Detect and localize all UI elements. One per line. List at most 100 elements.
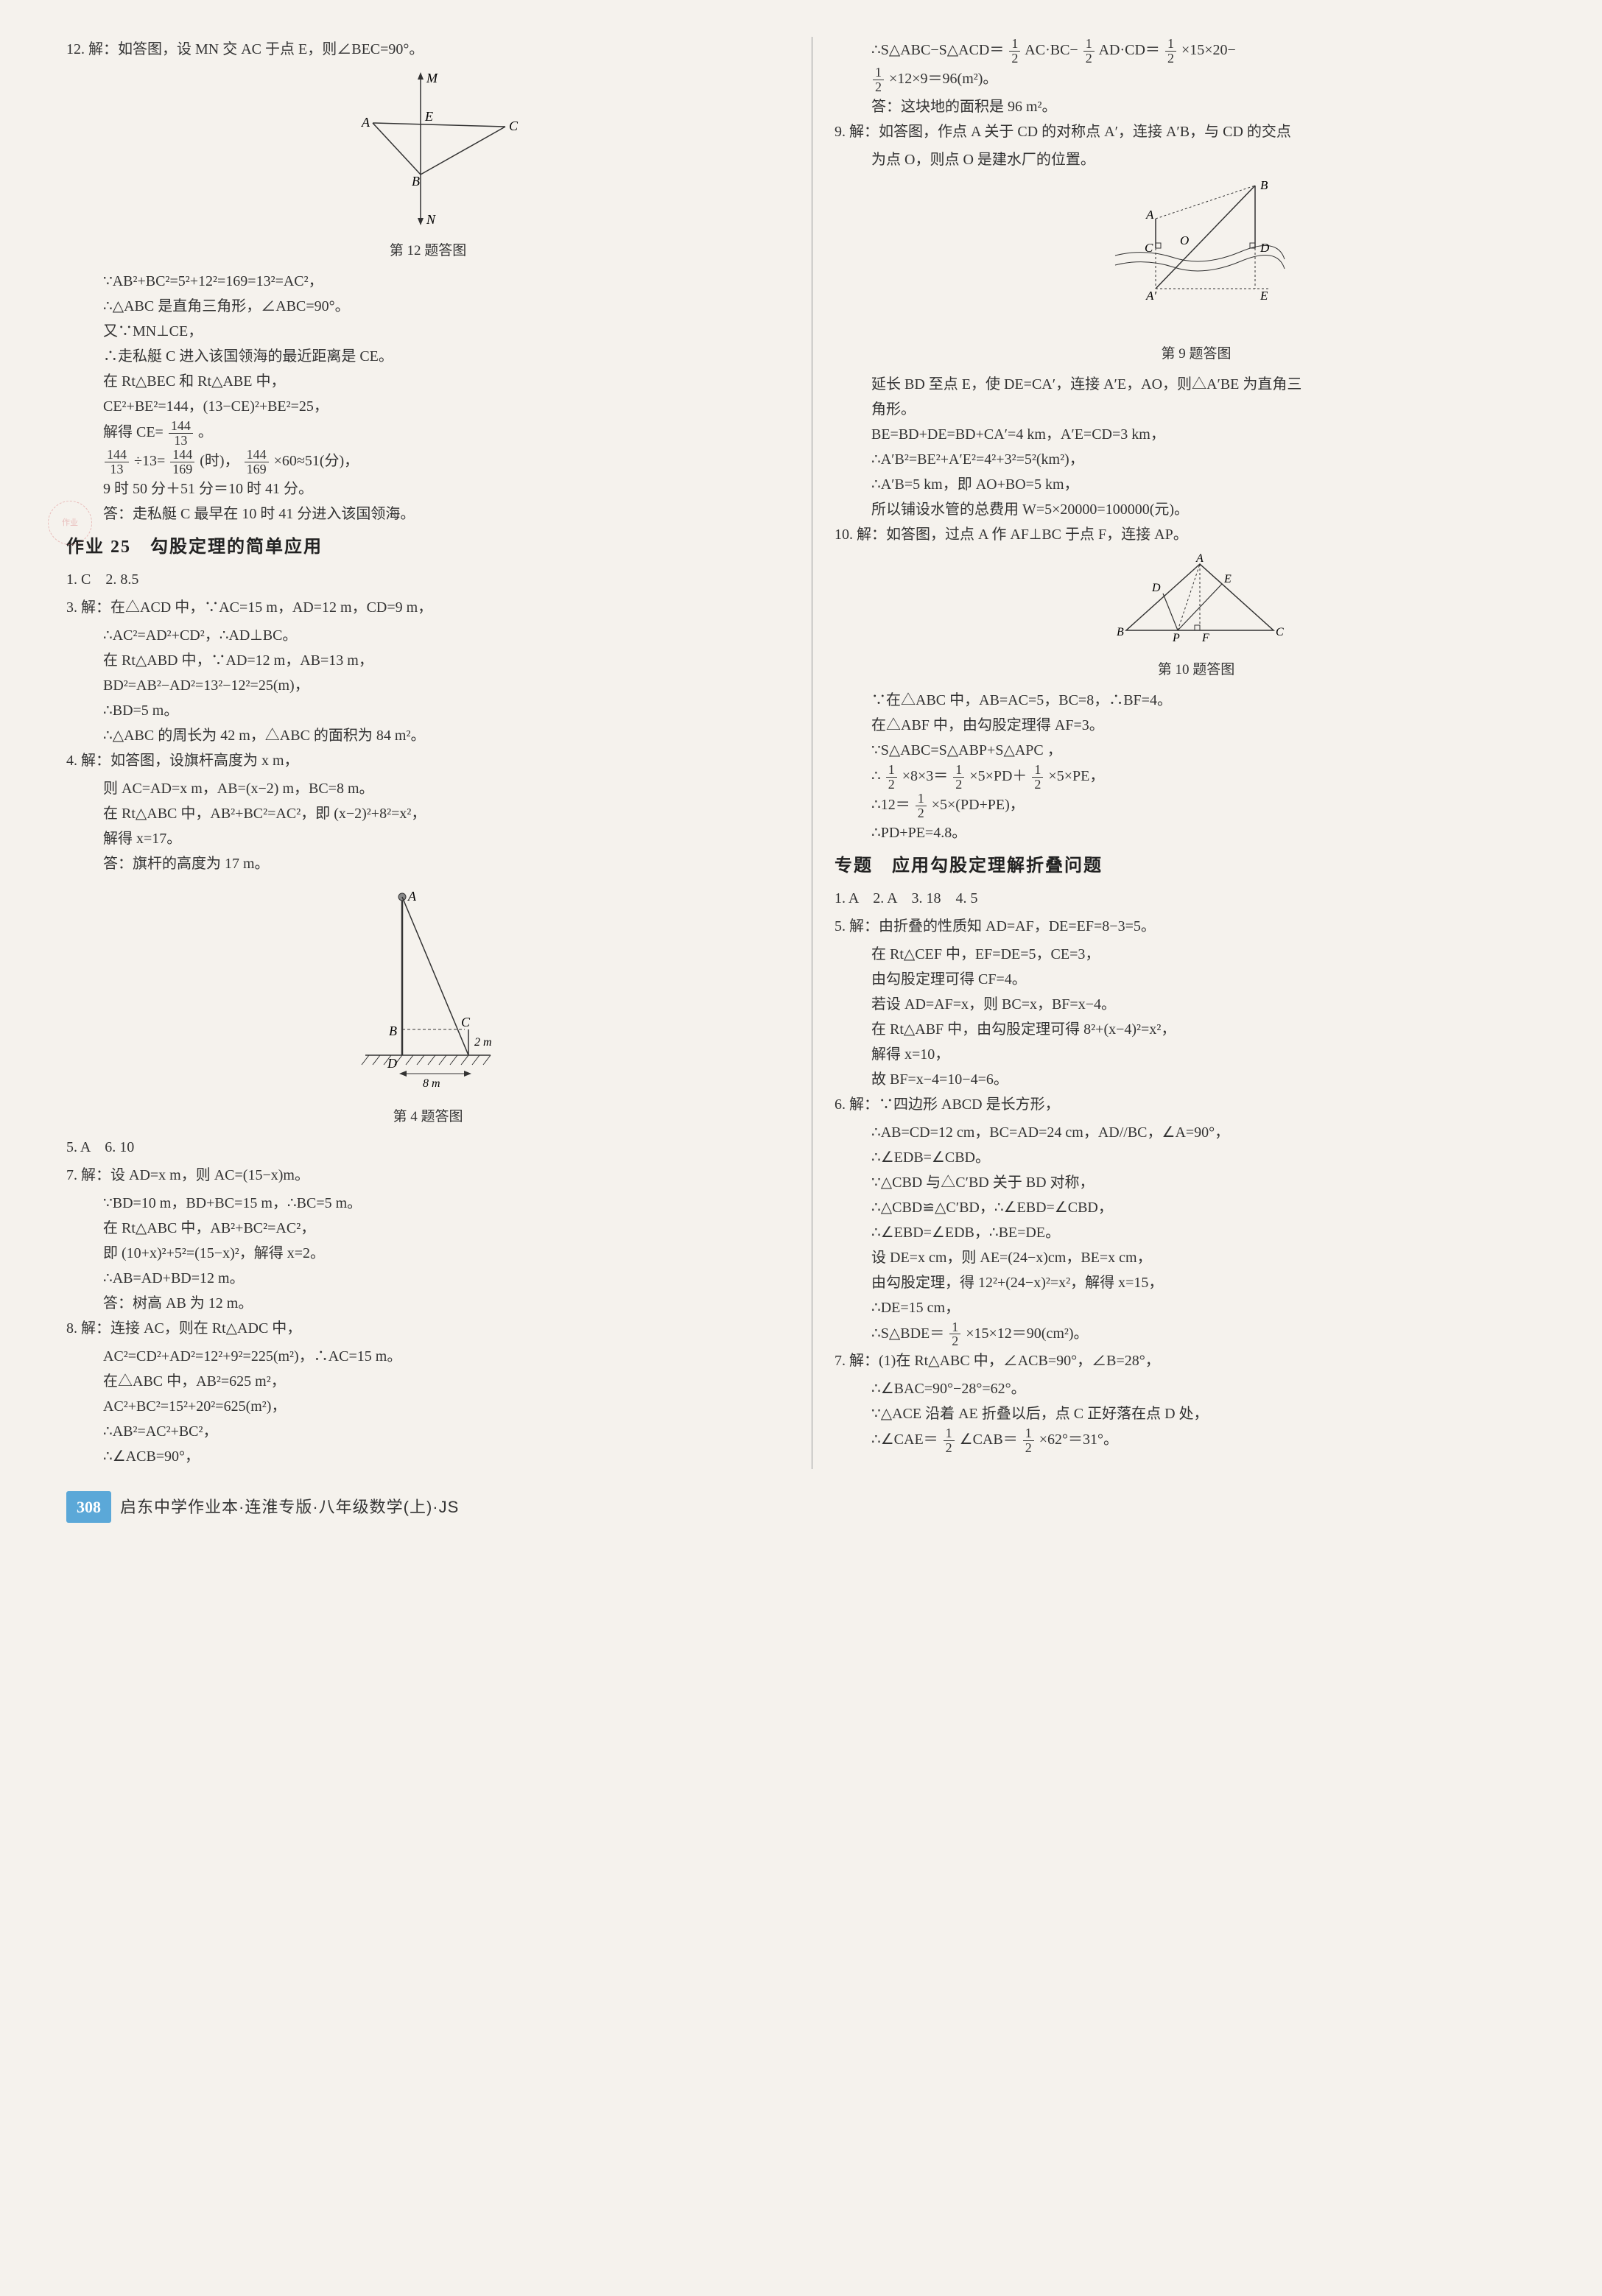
- heading-25: 作业 25 勾股定理的简单应用: [66, 532, 790, 563]
- t7-0: 7. 解：(1)在 Rt△ABC 中，∠ACB=90°，∠B=28°，: [835, 1348, 1558, 1373]
- t1: 1. A 2. A 3. 18 4. 5: [835, 886, 1558, 911]
- watermark-stamp: 作业: [48, 501, 92, 545]
- p12-ce-text: 解得 CE=: [103, 424, 164, 440]
- p10t1-0: ∵在△ABC 中，AB=AC=5，BC=8，∴BF=4。: [835, 688, 1558, 713]
- p12-line-2: 又∵MN⊥CE，: [66, 319, 790, 344]
- p8-5: ∴∠ACB=90°，: [66, 1444, 790, 1469]
- fig9-A: A: [1145, 208, 1154, 222]
- p7-0: 7. 解：设 AD=x m，则 AC=(15−x)m。: [66, 1163, 790, 1188]
- fig4-C: C: [461, 1015, 471, 1029]
- p4-3: 解得 x=17。: [66, 826, 790, 851]
- p7-3: 即 (10+x)²+5²=(15−x)²，解得 x=2。: [66, 1241, 790, 1266]
- fig4-caption: 第 4 题答图: [66, 1105, 790, 1129]
- p12-intro: 12. 解：如答图，设 MN 交 AC 于点 E，则∠BEC=90°。: [66, 37, 790, 62]
- p10-eq2: ∴12＝ 12 ×5×(PD+PE)，: [835, 792, 1558, 820]
- p7-2: 在 Rt△ABC 中，AB²+BC²=AC²，: [66, 1216, 790, 1241]
- footer-text: 启东中学作业本·连淮专版·八年级数学(上)·JS: [120, 1493, 459, 1521]
- t6-5: ∴∠EBD=∠EDB，∴BE=DE。: [835, 1220, 1558, 1245]
- t6-2: ∴∠EDB=∠CBD。: [835, 1145, 1558, 1170]
- p8-4: ∴AB²=AC²+BC²，: [66, 1419, 790, 1444]
- p8cont-ans: 答：这块地的面积是 96 m²。: [835, 94, 1558, 119]
- p4-0: 4. 解：如答图，设旗杆高度为 x m，: [66, 748, 790, 773]
- t5-0: 5. 解：由折叠的性质知 AD=AF，DE=EF=8−3=5。: [835, 914, 1558, 939]
- p12-line-5: CE²+BE²=144，(13−CE)²+BE²=25，: [66, 394, 790, 419]
- left-column: 12. 解：如答图，设 MN 交 AC 于点 E，则∠BEC=90°。 A B …: [66, 37, 790, 1469]
- page-footer: 308 启东中学作业本·连淮专版·八年级数学(上)·JS: [66, 1491, 1558, 1523]
- p10t2: ∴PD+PE=4.8。: [835, 820, 1558, 845]
- p7-4: ∴AB=AD+BD=12 m。: [66, 1266, 790, 1291]
- t6-6: 设 DE=x cm，则 AE=(24−x)cm，BE=x cm，: [835, 1245, 1558, 1270]
- fig12-caption: 第 12 题答图: [66, 239, 790, 263]
- p9t-5: 所以铺设水管的总费用 W=5×20000=100000(元)。: [835, 497, 1558, 522]
- p4-2: 在 Rt△ABC 中，AB²+BC²=AC²，即 (x−2)²+8²=x²，: [66, 801, 790, 826]
- fig9-E: E: [1260, 289, 1268, 303]
- t6-1: ∴AB=CD=12 cm，BC=AD=24 cm，AD//BC，∠A=90°，: [835, 1120, 1558, 1145]
- fig12-C: C: [509, 119, 519, 133]
- p12-tail-0: 9 时 50 分＋51 分＝10 时 41 分。: [66, 476, 790, 501]
- right-column: ∴S△ABC−S△ACD＝ 12 AC·BC− 12 AD·CD＝ 12 ×15…: [835, 37, 1558, 1469]
- t7-2: ∵△ACE 沿着 AE 折叠以后，点 C 正好落在点 D 处，: [835, 1401, 1558, 1426]
- p4-4: 答：旗杆的高度为 17 m。: [66, 851, 790, 876]
- heading-topic: 专题 应用勾股定理解折叠问题: [835, 851, 1558, 881]
- fig9-Ap: A′: [1145, 289, 1156, 303]
- fig12-N: N: [426, 212, 436, 227]
- p10t1-2: ∵S△ABC=S△ABP+S△APC ，: [835, 738, 1558, 763]
- fig10-caption: 第 10 题答图: [835, 658, 1558, 682]
- t6-7: 由勾股定理，得 12²+(24−x)²=x²，解得 x=15，: [835, 1270, 1558, 1295]
- fig12: A B C E M N 第 12 题答图: [66, 68, 790, 263]
- p3-0: 3. 解：在△ACD 中，∵AC=15 m，AD=12 m，CD=9 m，: [66, 595, 790, 620]
- fig9-caption: 第 9 题答图: [835, 342, 1558, 366]
- p9t-2: BE=BD+DE=BD+CA′=4 km，A′E=CD=3 km，: [835, 422, 1558, 447]
- p1: 1. C 2. 8.5: [66, 567, 790, 592]
- p9-1: 为点 O，则点 O 是建水厂的位置。: [835, 147, 1558, 172]
- fig4: A B C D 2 m 8 m 第 4 题答图: [66, 882, 790, 1129]
- p9t-4: ∴A′B=5 km，即 AO+BO=5 km，: [835, 472, 1558, 497]
- t5-6: 故 BF=x−4=10−4=6。: [835, 1067, 1558, 1092]
- fig4-D: D: [387, 1056, 397, 1071]
- p8cont-line2: 12 ×12×9＝96(m²)。: [835, 66, 1558, 94]
- p10-eq1: ∴ 12 ×8×3＝ 12 ×5×PD＋ 12 ×5×PE，: [835, 763, 1558, 792]
- fig10: A B C D E F P 第 10 题答图: [835, 553, 1558, 682]
- t7-last: ∴∠CAE＝ 12 ∠CAB＝ 12 ×62°＝31°。: [835, 1426, 1558, 1455]
- p12-line-1: ∴△ABC 是直角三角形，∠ABC=90°。: [66, 294, 790, 319]
- t5-4: 在 Rt△ABF 中，由勾股定理可得 8²+(x−4)²=x²，: [835, 1017, 1558, 1042]
- fig9: A B C D O A′ E 第 9 题答图: [835, 178, 1558, 366]
- t6-area: ∴S△BDE＝ 12 ×15×12＝90(cm²)。: [835, 1320, 1558, 1349]
- fig12-M: M: [426, 71, 438, 85]
- fig4-2m: 2 m: [474, 1036, 492, 1049]
- p3-5: ∴△ABC 的周长为 42 m，△ABC 的面积为 84 m²。: [66, 723, 790, 748]
- fig9-C: C: [1145, 241, 1153, 255]
- page-columns: 12. 解：如答图，设 MN 交 AC 于点 E，则∠BEC=90°。 A B …: [66, 37, 1558, 1469]
- p8-3: AC²+BC²=15²+20²=625(m²)，: [66, 1394, 790, 1419]
- page-number: 308: [66, 1491, 111, 1523]
- fig10-C: C: [1276, 626, 1284, 638]
- p8cont-line1: ∴S△ABC−S△ACD＝ 12 AC·BC− 12 AD·CD＝ 12 ×15…: [835, 37, 1558, 66]
- p3-4: ∴BD=5 m。: [66, 698, 790, 723]
- p12-line-0: ∵AB²+BC²=5²+12²=169=13²=AC²，: [66, 269, 790, 294]
- fig10-P: P: [1172, 632, 1180, 644]
- t5-2: 由勾股定理可得 CF=4。: [835, 967, 1558, 992]
- fig9-B: B: [1260, 178, 1268, 192]
- p7-5: 答：树高 AB 为 12 m。: [66, 1291, 790, 1316]
- p9t-1: 角形。: [835, 397, 1558, 422]
- p12-tail-1: 答：走私艇 C 最早在 10 时 41 分进入该国领海。: [66, 501, 790, 527]
- p12-line-3: ∴走私艇 C 进入该国领海的最近距离是 CE。: [66, 344, 790, 369]
- p8-1: AC²=CD²+AD²=12²+9²=225(m²)，∴AC=15 m。: [66, 1344, 790, 1369]
- t6-3: ∵△CBD 与△C′BD 关于 BD 对称，: [835, 1170, 1558, 1195]
- p8-0: 8. 解：连接 AC，则在 Rt△ADC 中，: [66, 1316, 790, 1341]
- fig9-O: O: [1180, 233, 1189, 247]
- fig4-A: A: [407, 889, 417, 904]
- fig10-A: A: [1195, 553, 1204, 565]
- t5-1: 在 Rt△CEF 中，EF=DE=5，CE=3，: [835, 942, 1558, 967]
- fig4-B: B: [389, 1024, 397, 1038]
- fig10-E: E: [1223, 573, 1232, 585]
- fig12-B: B: [412, 174, 420, 189]
- p12-ce: 解得 CE= 14413 。: [66, 419, 790, 448]
- fig10-F: F: [1201, 632, 1209, 644]
- fig12-E: E: [424, 109, 433, 124]
- p3-2: 在 Rt△ABD 中，∵AD=12 m，AB=13 m，: [66, 648, 790, 673]
- fig4-8m: 8 m: [423, 1077, 440, 1090]
- p3-3: BD²=AB²−AD²=13²−12²=25(m)，: [66, 673, 790, 698]
- fig10-B: B: [1117, 626, 1124, 638]
- p4-1: 则 AC=AD=x m，AB=(x−2) m，BC=8 m。: [66, 776, 790, 801]
